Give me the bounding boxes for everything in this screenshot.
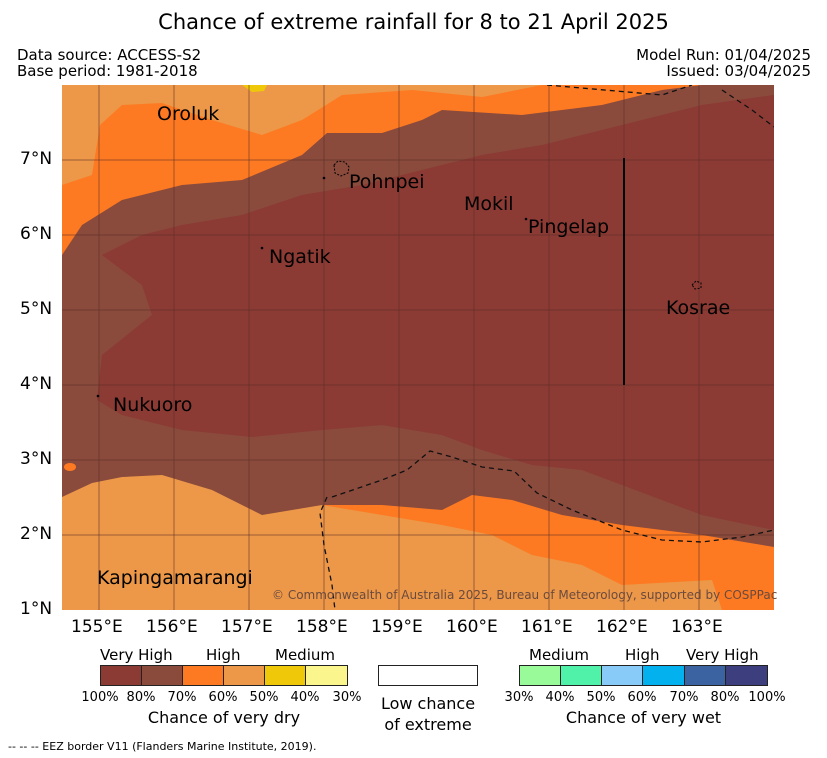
dry-pct-label: 50% [249, 690, 279, 705]
lon-label: 162°E [596, 617, 648, 637]
low-chance-caption-line1: Low chance [380, 694, 476, 713]
dry-swatch-30-40 [305, 665, 348, 686]
dry-pct-label: 30% [332, 690, 362, 705]
dry-legend-head-very-high: Very High [100, 646, 173, 664]
lat-label: 2°N [20, 524, 53, 544]
lat-label: 5°N [20, 299, 53, 319]
atoll-dot [322, 176, 326, 180]
low-chance-swatch [378, 665, 478, 686]
dry-swatch-80-100 [100, 665, 142, 686]
pingelap-atoll-icon [524, 217, 528, 221]
map-title: Chance of extreme rainfall for 8 to 21 A… [158, 10, 669, 34]
dry-swatch-40-50 [264, 665, 306, 686]
wet-swatch-80-100 [725, 665, 768, 686]
lon-label: 155°E [71, 617, 123, 637]
lon-label: 159°E [371, 617, 423, 637]
eez-border [319, 85, 774, 610]
lat-label: 1°N [20, 599, 53, 619]
base-period-text: Base period: 1981-2018 [17, 62, 198, 80]
wet-legend-caption: Chance of very wet [565, 708, 722, 727]
pohnpei-island-icon [333, 160, 350, 177]
eez-footnote: -- -- -- EEZ border V11 (Flanders Marine… [8, 740, 317, 753]
wet-pct-label: 100% [748, 690, 786, 705]
copyright-text: © Commonwealth of Australia 2025, Bureau… [272, 588, 778, 602]
lon-label: 161°E [521, 617, 573, 637]
wet-pct-label: 40% [545, 690, 575, 705]
dry-swatch-60-70 [182, 665, 224, 686]
lon-label: 157°E [221, 617, 273, 637]
place-label-nukuoro: Nukuoro [113, 394, 193, 416]
islands [96, 160, 702, 398]
kosrae-island-icon [691, 280, 702, 290]
zone-dry-spot [64, 463, 76, 471]
model-run-text: Model Run: 01/04/2025 [636, 46, 811, 64]
low-chance-caption-line2: of extreme [384, 715, 472, 734]
wet-swatch-70-80 [684, 665, 726, 686]
place-label-kapingamarangi: Kapingamarangi [97, 567, 253, 589]
wet-pct-label: 80% [710, 690, 740, 705]
eez-border-top-right [721, 89, 774, 128]
dry-pct-label: 70% [167, 690, 197, 705]
wet-swatch-30-40 [519, 665, 561, 686]
wet-pct-label: 30% [504, 690, 534, 705]
dry-pct-label: 80% [126, 690, 156, 705]
lon-label: 156°E [146, 617, 198, 637]
eez-border-top [546, 85, 693, 96]
wet-pct-label: 70% [669, 690, 699, 705]
wet-pct-label: 60% [627, 690, 657, 705]
place-label-kosrae: Kosrae [666, 297, 731, 319]
zone-dry-80-100 [97, 95, 774, 530]
place-label-oroluk: Oroluk [157, 103, 220, 125]
wet-pct-label: 50% [586, 690, 616, 705]
lat-label: 4°N [20, 374, 53, 394]
lon-label: 158°E [296, 617, 348, 637]
dry-legend-caption: Chance of very dry [147, 708, 301, 727]
lat-label: 6°N [20, 224, 53, 244]
nukuoro-atoll-icon [96, 394, 100, 398]
dry-pct-label: 40% [290, 690, 320, 705]
dry-swatch-50-60 [223, 665, 265, 686]
dry-pct-label: 100% [81, 690, 119, 705]
low-chance-caption: Low chance of extreme [368, 693, 488, 735]
eez-border-west [319, 496, 336, 610]
rainfall-map: Oroluk Pohnpei Mokil Pingelap Ngatik Kos… [62, 85, 778, 610]
place-label-mokil: Mokil [464, 193, 514, 215]
place-label-ngatik: Ngatik [269, 246, 331, 268]
dry-swatch-70-80 [141, 665, 183, 686]
issued-text: Issued: 03/04/2025 [666, 62, 811, 80]
ngatik-atoll-icon [260, 246, 264, 250]
place-label-pohnpei: Pohnpei [349, 171, 425, 193]
wet-legend-head-very-high: Very High [686, 646, 759, 664]
dry-legend-head-medium: Medium [275, 646, 335, 664]
graticule [62, 85, 774, 610]
dry-pct-label: 60% [208, 690, 238, 705]
dry-legend-head-high: High [206, 646, 241, 664]
wet-legend-head-high: High [625, 646, 660, 664]
wet-swatch-60-70 [642, 665, 685, 686]
lon-label: 163°E [671, 617, 723, 637]
lon-label: 160°E [446, 617, 498, 637]
wet-swatch-50-60 [601, 665, 643, 686]
eez-border-south [331, 450, 774, 543]
zone-dry-40-50 [242, 85, 267, 92]
lat-label: 7°N [20, 149, 53, 169]
data-source-text: Data source: ACCESS-S2 [17, 46, 202, 64]
wet-swatch-40-50 [560, 665, 602, 686]
lat-label: 3°N [20, 449, 53, 469]
map-canvas [62, 85, 774, 610]
place-label-pingelap: Pingelap [528, 216, 610, 238]
wet-legend-head-medium: Medium [529, 646, 589, 664]
